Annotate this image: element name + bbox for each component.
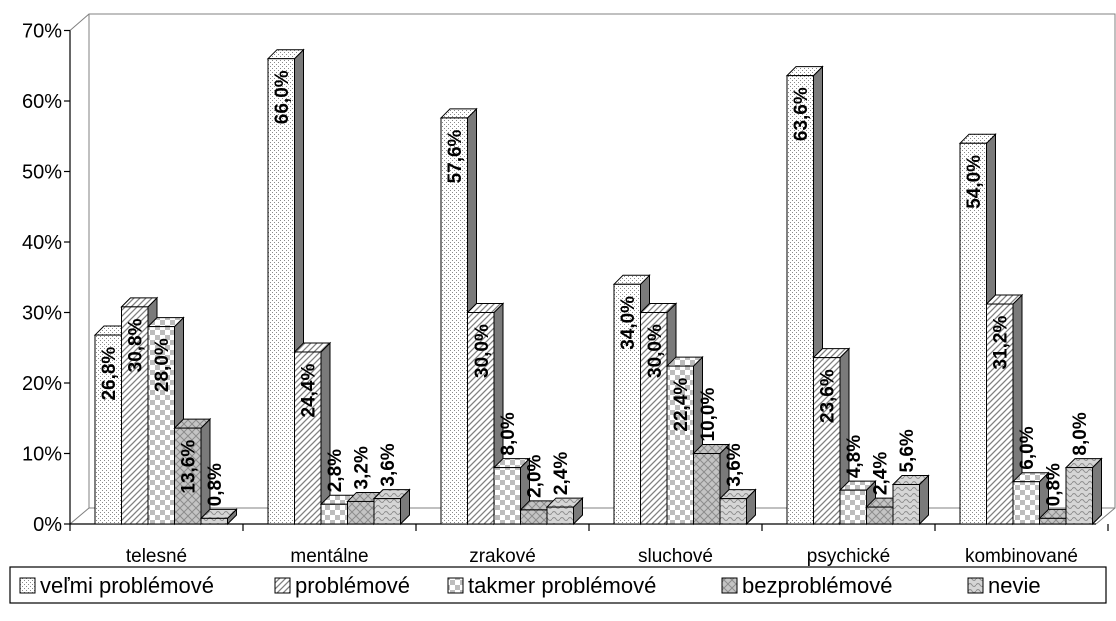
data-label: 34,0% (618, 296, 639, 350)
y-tick-label: 50% (22, 162, 62, 184)
legend-swatch (19, 577, 36, 594)
legend-item: problémové (274, 573, 410, 598)
legend-item: bezproblémové (721, 573, 892, 598)
data-label: 2,4% (551, 452, 572, 495)
data-label: 8,0% (498, 412, 519, 455)
bars (93, 48, 1103, 526)
y-tick-label: 40% (22, 232, 62, 254)
y-axis: 0% 10% 20% 30% 40% 50% 60% 70% (22, 21, 71, 536)
bar (545, 496, 584, 526)
data-label: 3,2% (352, 446, 373, 489)
legend-swatch (721, 577, 738, 594)
bar (838, 479, 877, 526)
x-tick-label: kombinované (965, 546, 1078, 567)
y-tick-label: 0% (33, 514, 62, 536)
legend-item: veľmi problémové (19, 573, 214, 598)
x-tick-label: mentálne (290, 546, 368, 567)
legend-item: takmer problémové (447, 573, 656, 598)
legend-item: nevie (967, 573, 1041, 598)
bar (1064, 457, 1103, 526)
data-label: 2,8% (325, 449, 346, 492)
data-label: 2,0% (525, 454, 546, 497)
bar (985, 293, 1024, 526)
data-label: 30,0% (645, 324, 666, 378)
data-label: 57,6% (445, 129, 466, 183)
legend-swatch (967, 577, 984, 594)
data-label: 30,8% (126, 318, 147, 372)
data-label: 10,0% (698, 388, 719, 442)
x-tick-label: zrakové (469, 546, 536, 567)
bar (199, 508, 238, 526)
data-label: 30,0% (472, 324, 493, 378)
plot-frame (69, 13, 1116, 525)
x-tick-label: psychické (807, 546, 890, 567)
bar (665, 355, 704, 526)
data-labels: 26,8%30,8% 28,0%13,6% 0,8%66,0%24,4%2,8% 3,… (99, 70, 1091, 506)
data-label: 6,0% (1017, 426, 1038, 469)
data-label: 63,6% (791, 87, 812, 141)
legend-label: takmer problémové (468, 573, 656, 598)
data-label: 8,0% (1070, 412, 1091, 455)
data-label: 23,6% (818, 369, 839, 423)
y-tick-label: 30% (22, 303, 62, 325)
y-tick-label: 10% (22, 444, 62, 466)
data-label: 54,0% (964, 155, 985, 209)
x-tick-label: telesné (126, 546, 187, 567)
bar (372, 488, 411, 526)
data-label: 66,0% (272, 70, 293, 124)
bar (891, 474, 930, 526)
data-label: 26,8% (99, 347, 120, 401)
bar (293, 341, 332, 526)
y-tick-label: 70% (22, 21, 62, 43)
data-label: 24,4% (299, 364, 320, 418)
data-label: 2,4% (871, 452, 892, 495)
legend-label: nevie (988, 573, 1041, 598)
data-label: 5,6% (897, 429, 918, 472)
legend-label: veľmi problémové (40, 573, 214, 598)
bar (466, 302, 505, 526)
x-axis: telesné mentálne zrakové sluchové psychické k… (69, 523, 1109, 567)
data-label: 0,8% (1044, 463, 1065, 506)
data-label: 13,6% (179, 440, 200, 494)
bar (812, 347, 851, 526)
data-label: 3,6% (378, 443, 399, 486)
data-label: 3,6% (724, 443, 745, 486)
bar (173, 417, 212, 526)
y-tick-label: 20% (22, 373, 62, 395)
bar (146, 316, 185, 526)
legend-swatch (274, 577, 291, 594)
legend-box (9, 566, 1107, 604)
bar (718, 488, 757, 526)
data-label: 0,8% (205, 463, 226, 506)
legend: veľmi problémové problémové takmer problém… (9, 566, 1107, 604)
legend-swatch (447, 577, 464, 594)
x-tick-label: sluchové (638, 546, 713, 567)
data-label: 28,0% (152, 338, 173, 392)
legend-label: problémové (295, 573, 410, 598)
data-label: 22,4% (671, 378, 692, 432)
data-label: 31,2% (991, 316, 1012, 370)
y-tick-label: 60% (22, 91, 62, 113)
data-label: 4,8% (844, 435, 865, 478)
legend-label: bezproblémové (742, 573, 892, 598)
